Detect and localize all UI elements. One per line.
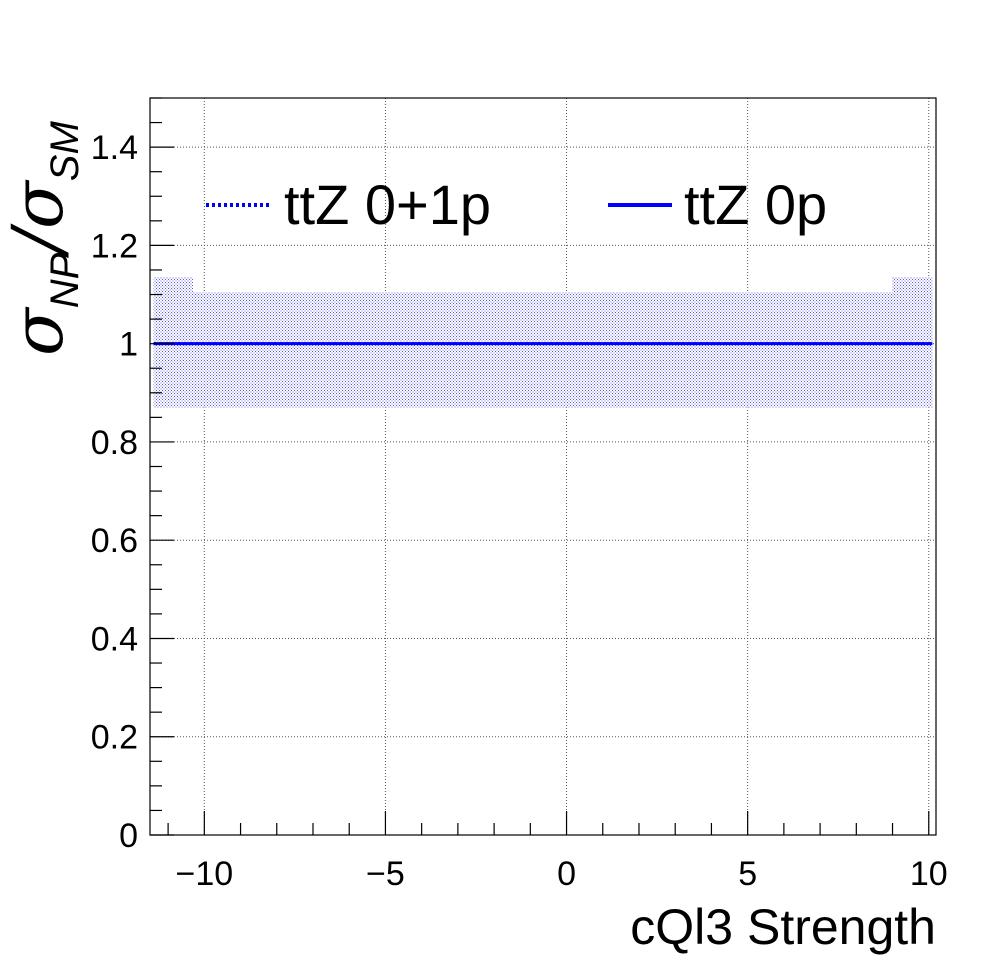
y-tick-label: 1.4 [91, 129, 138, 167]
y-tick-label: 0 [119, 817, 138, 855]
y-tick-label: 0.2 [91, 719, 138, 757]
y-title-subscript-np: NP [43, 252, 87, 308]
y-axis-title: σNP/σSM [0, 121, 87, 356]
x-tick-label: −5 [366, 855, 405, 893]
legend-label-series-2: ttZ 0p [684, 173, 827, 236]
y-tick-label: 0.6 [91, 522, 138, 560]
y-tick-label: 1.2 [91, 227, 138, 265]
y-tick-label: 0.8 [91, 424, 138, 462]
band-segment [193, 292, 893, 408]
x-tick-label: 0 [557, 855, 576, 893]
x-tick-label: −10 [175, 855, 233, 893]
x-axis-title: cQl3 Strength [630, 899, 936, 955]
axes [149, 97, 937, 836]
y-tick-label: 1 [119, 326, 138, 364]
tick-labels: −10 −5 0 5 10 0 0.2 0.4 0.6 0.8 1 1.2 1.4 [91, 129, 948, 893]
legend-label-series-1: ttZ 0+1p [284, 173, 491, 236]
y-title-sigma-numerator: σ [0, 306, 79, 356]
legend: ttZ 0+1p ttZ 0p [206, 173, 827, 236]
y-title-subscript-sm: SM [43, 121, 87, 182]
y-tick-label: 0.4 [91, 620, 138, 658]
y-title-sigma-denominator: σ [0, 179, 79, 229]
x-tick-label: 5 [738, 855, 757, 893]
svg-text:σNP/σSM: σNP/σSM [0, 121, 87, 356]
x-tick-label: 10 [910, 855, 948, 893]
